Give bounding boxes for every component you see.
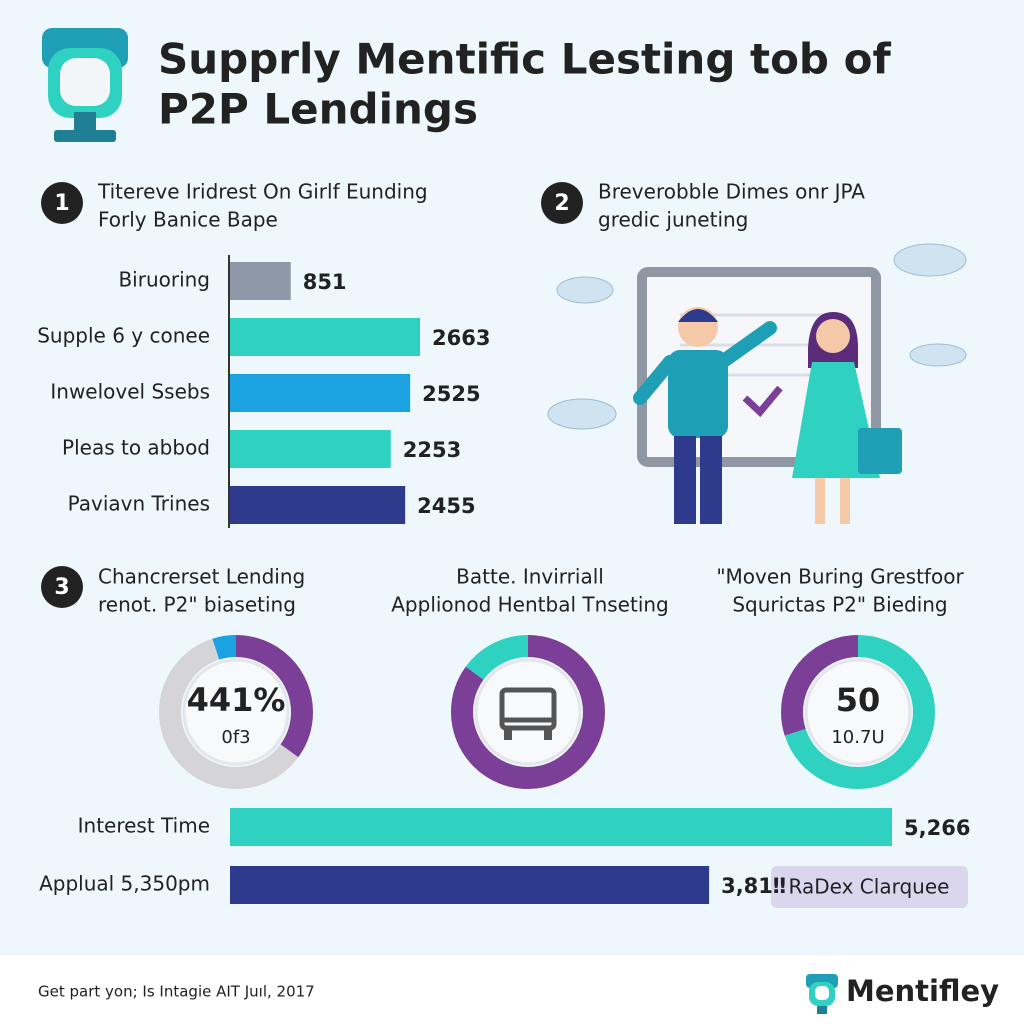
donut-hole <box>804 658 912 766</box>
tag-box <box>771 866 968 908</box>
illustration <box>547 243 967 524</box>
bar <box>230 374 411 412</box>
category-label: Supple 6 y conee <box>37 324 210 348</box>
bar <box>230 262 291 300</box>
title: P2P Lendings <box>158 85 478 134</box>
badge <box>541 182 583 224</box>
section-title: gredic juneting <box>598 208 748 232</box>
value-label: 2455 <box>417 494 475 518</box>
badge-number: 1 <box>54 191 69 216</box>
donut-title: Squrictas P2" Bieding <box>732 593 947 617</box>
category-label: Interest Time <box>78 814 210 838</box>
bar <box>230 866 710 904</box>
donut-title: Chancrerset Lending <box>98 565 305 589</box>
badge <box>41 182 83 224</box>
value-label: 2663 <box>432 326 490 350</box>
section-title: Forly Banice Bape <box>98 208 278 232</box>
bar <box>230 430 391 468</box>
donut-segment <box>159 635 313 789</box>
category-label: Biruoring <box>118 268 210 292</box>
category-label: Applual 5,350pm <box>39 872 210 896</box>
footer-brand: Mentifley <box>846 974 999 1008</box>
donut-segment <box>159 635 313 789</box>
donut-icon <box>499 687 557 740</box>
donut-title: Applionod Hentbal Tnseting <box>391 593 669 617</box>
logo <box>42 28 128 142</box>
bar <box>230 808 892 846</box>
icon <box>544 728 552 740</box>
icon <box>504 728 512 740</box>
section-title: Breverobble Dimes onr JPA <box>598 180 865 204</box>
title: Supprly Mentific Lesting tob of <box>158 35 891 84</box>
value-label: 2253 <box>403 438 461 462</box>
donut-segment <box>781 635 935 789</box>
donut-value: 50 <box>836 681 881 719</box>
icon <box>499 687 557 731</box>
footer-note: Get part yon; Is Intagie AIT Juıl, 2017 <box>38 983 315 1001</box>
value-label: 5,266 <box>904 816 970 840</box>
category-label: Pleas to abbod <box>62 436 210 460</box>
badge-number: 3 <box>54 575 69 600</box>
donut-hole <box>182 658 290 766</box>
donut-title: "Moven Buring Grestfoor <box>716 565 964 589</box>
category-label: Paviavn Trines <box>68 492 210 516</box>
donut-segment <box>451 635 605 789</box>
section-title: Titereve Iridrest On Girlf Eunding <box>97 180 428 204</box>
bar <box>230 318 420 356</box>
value-label: 3,81‼ <box>721 874 786 898</box>
donut-sub: 0f3 <box>221 727 250 748</box>
donut-title: Batte. Invirriall <box>456 565 604 589</box>
footer-band <box>0 955 1024 1024</box>
badge <box>41 566 83 608</box>
tag: RaDex Clarquee <box>789 875 950 899</box>
category-label: Inwelovel Ssebs <box>50 380 210 404</box>
footer-logo <box>806 974 838 1014</box>
value-label: 2525 <box>422 382 480 406</box>
donut-title: renot. P2" biaseting <box>98 593 296 617</box>
donut-sub: 10.7U <box>831 727 884 748</box>
bar <box>230 486 406 524</box>
badge-number: 2 <box>554 191 569 216</box>
donut-hole <box>474 658 582 766</box>
value-label: 851 <box>303 270 347 294</box>
donut-value: 441% <box>187 681 286 719</box>
